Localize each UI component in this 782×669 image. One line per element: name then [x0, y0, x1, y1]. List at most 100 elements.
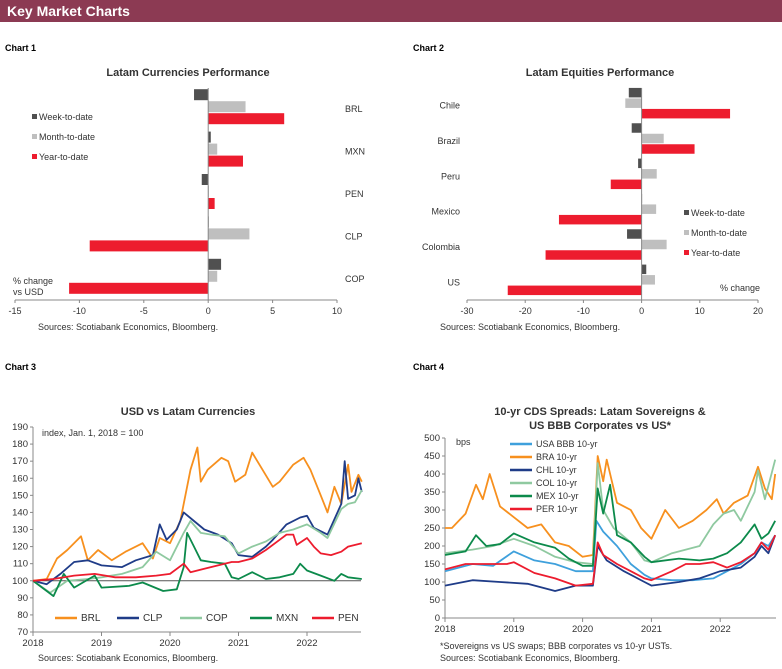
- bar-colombia-wtd: [627, 229, 642, 239]
- series-line-pen: [32, 533, 363, 582]
- chart-3-label: Chart 3: [5, 362, 37, 372]
- legend-label: PEN: [338, 613, 359, 624]
- x-axis-label-line: % change: [13, 276, 53, 286]
- bar-peru-wtd: [638, 158, 642, 169]
- y-tick-label: 70: [17, 627, 28, 638]
- y-tick-label: 250: [424, 523, 440, 534]
- series-line-bra-10-yr: [445, 455, 777, 558]
- bar-mexico-mtd: [641, 204, 657, 214]
- series-line-chl-10-yr: [444, 534, 777, 592]
- footnote: *Sovereigns vs US swaps; BBB corporates …: [440, 641, 672, 651]
- bar-us-ytd: [507, 285, 642, 296]
- y-tick-label: 120: [12, 542, 28, 553]
- legend-swatch: [32, 134, 37, 139]
- y-tick-label: 140: [12, 507, 28, 518]
- x-axis-label: % change vs USD: [13, 276, 53, 297]
- category-label: CLP: [345, 231, 363, 241]
- bar-clp-mtd: [208, 228, 250, 240]
- y-tick-label: 0: [435, 613, 440, 624]
- chart-1-label: Chart 1: [5, 43, 37, 53]
- legend-label: COL 10-yr: [536, 478, 577, 488]
- y-tick-label: 200: [424, 541, 440, 552]
- legend-label: MXN: [276, 613, 298, 624]
- x-tick-label: -10: [73, 306, 86, 316]
- series-line-per-10-yr: [444, 534, 777, 587]
- category-label: Mexico: [431, 207, 460, 217]
- category-label: Colombia: [422, 242, 460, 252]
- x-tick-label: 2019: [91, 638, 112, 649]
- bar-chile-mtd: [625, 98, 642, 108]
- legend-label: Year-to-date: [39, 152, 88, 162]
- y-tick-label: 190: [12, 422, 28, 433]
- bar-peru-ytd: [610, 179, 642, 190]
- legend-label: USA BBB 10-yr: [536, 439, 598, 449]
- bar-brl-wtd: [194, 89, 209, 101]
- legend-swatch: [684, 230, 689, 235]
- chart-title: 10-yr CDS Spreads: Latam Sovereigns &: [494, 406, 706, 418]
- legend-label: COP: [206, 613, 228, 624]
- x-tick-label: 0: [639, 306, 644, 316]
- y-tick-label: 450: [424, 451, 440, 462]
- source-note: Sources: Scotiabank Economics, Bloomberg…: [38, 322, 218, 332]
- y-tick-label: 500: [424, 433, 440, 444]
- x-tick-label: -20: [519, 306, 532, 316]
- legend-label: BRL: [81, 613, 101, 624]
- category-label: PEN: [345, 189, 364, 199]
- bar-chile-wtd: [628, 87, 642, 98]
- legend-label: PER 10-yr: [536, 504, 578, 514]
- legend-label: Week-to-date: [39, 112, 93, 122]
- y-axis-label: index, Jan. 1, 2018 = 100: [42, 428, 143, 438]
- legend-label: CLP: [143, 613, 163, 624]
- legend-swatch: [32, 114, 37, 119]
- header-title: Key Market Charts: [7, 3, 130, 19]
- legend-label: Week-to-date: [691, 208, 745, 218]
- category-label: MXN: [345, 147, 365, 157]
- bar-brazil-wtd: [631, 123, 642, 133]
- chart-title: USD vs Latam Currencies: [121, 406, 256, 418]
- category-label: Brazil: [437, 136, 460, 146]
- series-line-mex-10-yr: [444, 483, 776, 567]
- bar-pen-wtd: [201, 174, 209, 185]
- bar-brl-mtd: [208, 101, 246, 113]
- x-tick-label: 2020: [572, 624, 593, 635]
- x-tick-label: 10: [332, 306, 342, 316]
- header-bar: Key Market Charts: [0, 0, 782, 22]
- x-tick-label: -10: [577, 306, 590, 316]
- series-line-cop: [32, 489, 363, 594]
- x-tick-label: 2019: [503, 624, 524, 635]
- x-tick-label: 20: [753, 306, 763, 316]
- bar-us-mtd: [641, 275, 655, 285]
- y-tick-label: 130: [12, 525, 28, 536]
- category-label: Peru: [441, 171, 460, 181]
- legend-label: BRA 10-yr: [536, 452, 577, 462]
- x-tick-label: 0: [206, 306, 211, 316]
- y-tick-label: 110: [13, 559, 28, 570]
- bar-cop-wtd: [208, 258, 222, 270]
- y-tick-label: 150: [12, 490, 28, 501]
- category-label: US: [447, 277, 460, 287]
- x-tick-label: 5: [270, 306, 275, 316]
- bar-mexico-ytd: [558, 214, 642, 225]
- y-tick-label: 50: [429, 595, 440, 606]
- legend-label: Year-to-date: [691, 248, 740, 258]
- bar-brazil-mtd: [641, 133, 664, 144]
- bar-cop-mtd: [208, 270, 218, 282]
- legend-label: MEX 10-yr: [536, 491, 579, 501]
- bar-brl-ytd: [208, 113, 285, 125]
- bar-clp-ytd: [89, 240, 209, 252]
- y-tick-label: 100: [12, 576, 28, 587]
- legend-swatch: [684, 210, 689, 215]
- x-tick-label: 2020: [159, 638, 180, 649]
- series-line-clp: [32, 460, 363, 586]
- x-tick-label: -30: [460, 306, 473, 316]
- bar-colombia-ytd: [545, 250, 642, 260]
- x-tick-label: 10: [695, 306, 705, 316]
- bar-mxn-ytd: [208, 155, 243, 167]
- category-label: Chile: [439, 101, 460, 111]
- series-line-mxn: [32, 532, 362, 597]
- legend-label: CHL 10-yr: [536, 465, 577, 475]
- series-line-brl: [32, 446, 363, 582]
- chart-subtitle: US BBB Corporates vs US*: [529, 420, 672, 432]
- y-tick-label: 150: [424, 559, 440, 570]
